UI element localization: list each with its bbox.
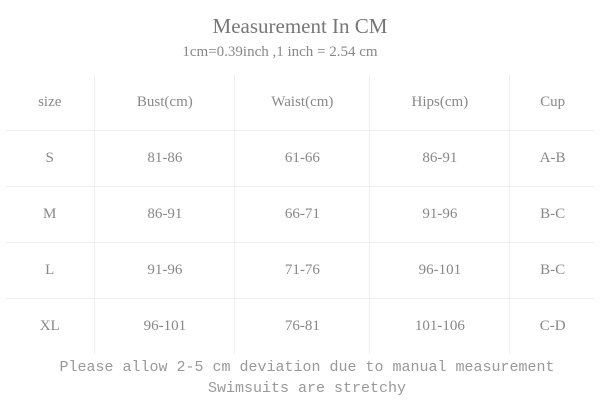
header-row: size Bust(cm) Waist(cm) Hips(cm) Cup — [5, 75, 595, 131]
column-header: Cup — [509, 75, 595, 131]
cell: 66-71 — [234, 186, 371, 243]
cell: 86-91 — [94, 186, 236, 243]
column-header: Hips(cm) — [369, 75, 511, 131]
cell: 101-106 — [369, 298, 511, 354]
cell: L — [5, 242, 96, 299]
cell: 86-91 — [369, 130, 511, 187]
cell: B-C — [509, 242, 595, 299]
row: M 86-91 66-71 91-96 B-C — [5, 186, 595, 243]
cell: M — [5, 186, 96, 243]
column-header: Bust(cm) — [94, 75, 236, 131]
subtitle: 1cm=0.39inch ,1 inch = 2.54 cm — [182, 44, 378, 60]
cell: 71-76 — [234, 242, 371, 299]
cell: 61-66 — [234, 130, 371, 187]
row: L 91-96 71-76 96-101 B-C — [5, 242, 595, 299]
cell: 96-101 — [94, 298, 236, 354]
cell: C-D — [539, 318, 566, 334]
title: Measurement In CM — [212, 14, 388, 38]
row: S 81-86 61-66 86-91 A-B — [5, 130, 595, 187]
column-header: Waist(cm) — [234, 75, 371, 131]
cell: 81-86 — [94, 130, 236, 187]
note: Swimsuits are stretchy — [207, 380, 407, 397]
cell: XL — [5, 298, 96, 354]
note: Please allow 2-5 cm deviation due to man… — [59, 359, 555, 376]
row: XL 96-101 76-81 101-106 C-D — [5, 298, 595, 354]
notes: Please allow 2-5 cm deviation due to man… — [0, 357, 600, 399]
cell: 96-101 — [369, 242, 511, 299]
cell: 91-96 — [369, 186, 511, 243]
cell: A-B — [509, 130, 595, 187]
size-table: size Bust(cm) Waist(cm) Hips(cm) Cup S 81-86 61… — [5, 75, 595, 354]
cell: B-C — [509, 186, 595, 243]
cell: S — [5, 130, 96, 187]
cell: 76-81 — [234, 298, 371, 354]
cell: 91-96 — [94, 242, 236, 299]
column-header: size — [5, 75, 96, 131]
